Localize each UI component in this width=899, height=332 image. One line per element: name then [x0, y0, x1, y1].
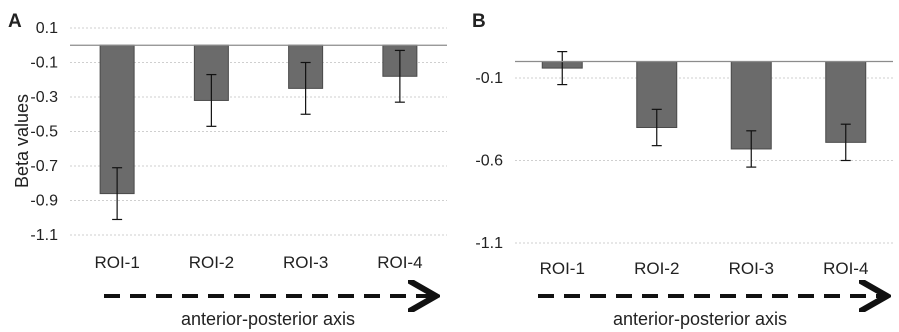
gridlines-a: [70, 27, 447, 236]
y-tick-label: -0.9: [30, 193, 58, 210]
panel-a: A Beta values 0.1 -0.1 -0.3 -0.5 -0.7 -0.9 -1.…: [8, 11, 447, 329]
x-category-label: ROI-2: [189, 253, 234, 272]
y-tick-label: 0.1: [36, 20, 58, 37]
y-tick-label: -0.1: [475, 70, 503, 87]
error-bars-a: [112, 49, 405, 221]
bars-a: [99, 44, 418, 195]
panel-label-b: B: [472, 11, 486, 32]
error-bars-b: [557, 50, 851, 168]
y-tick-label: -0.7: [30, 158, 58, 175]
x-category-label: ROI-1: [540, 259, 585, 278]
x-category-label: ROI-2: [634, 259, 679, 278]
x-axis-label-a: anterior-posterior axis: [181, 309, 355, 329]
y-tick-label: -0.1: [30, 55, 58, 72]
panel-b: B -0.1 -0.6 -1.1 ROI-1 ROI-2 ROI-3 ROI-4 ante…: [472, 11, 893, 329]
y-tick-label: -0.6: [475, 153, 503, 170]
y-ticks-a: 0.1 -0.1 -0.3 -0.5 -0.7 -0.9 -1.1: [30, 20, 58, 244]
y-tick-label: -1.1: [30, 227, 58, 244]
x-categories-a: ROI-1 ROI-2 ROI-3 ROI-4: [94, 253, 422, 272]
gridlines-b: [515, 77, 893, 244]
x-category-label: ROI-3: [729, 259, 774, 278]
y-tick-label: -0.3: [30, 89, 58, 106]
y-tick-label: -1.1: [475, 235, 503, 252]
y-ticks-b: -0.1 -0.6 -1.1: [475, 70, 503, 252]
y-axis-label: Beta values: [12, 94, 32, 188]
x-category-label: ROI-4: [823, 259, 868, 278]
x-categories-b: ROI-1 ROI-2 ROI-3 ROI-4: [540, 259, 869, 278]
x-category-label: ROI-3: [283, 253, 328, 272]
x-category-label: ROI-1: [94, 253, 139, 272]
panel-label-a: A: [8, 11, 22, 32]
bars-b: [541, 61, 867, 150]
y-tick-label: -0.5: [30, 124, 58, 141]
x-axis-label-b: anterior-posterior axis: [613, 309, 787, 329]
x-category-label: ROI-4: [377, 253, 422, 272]
